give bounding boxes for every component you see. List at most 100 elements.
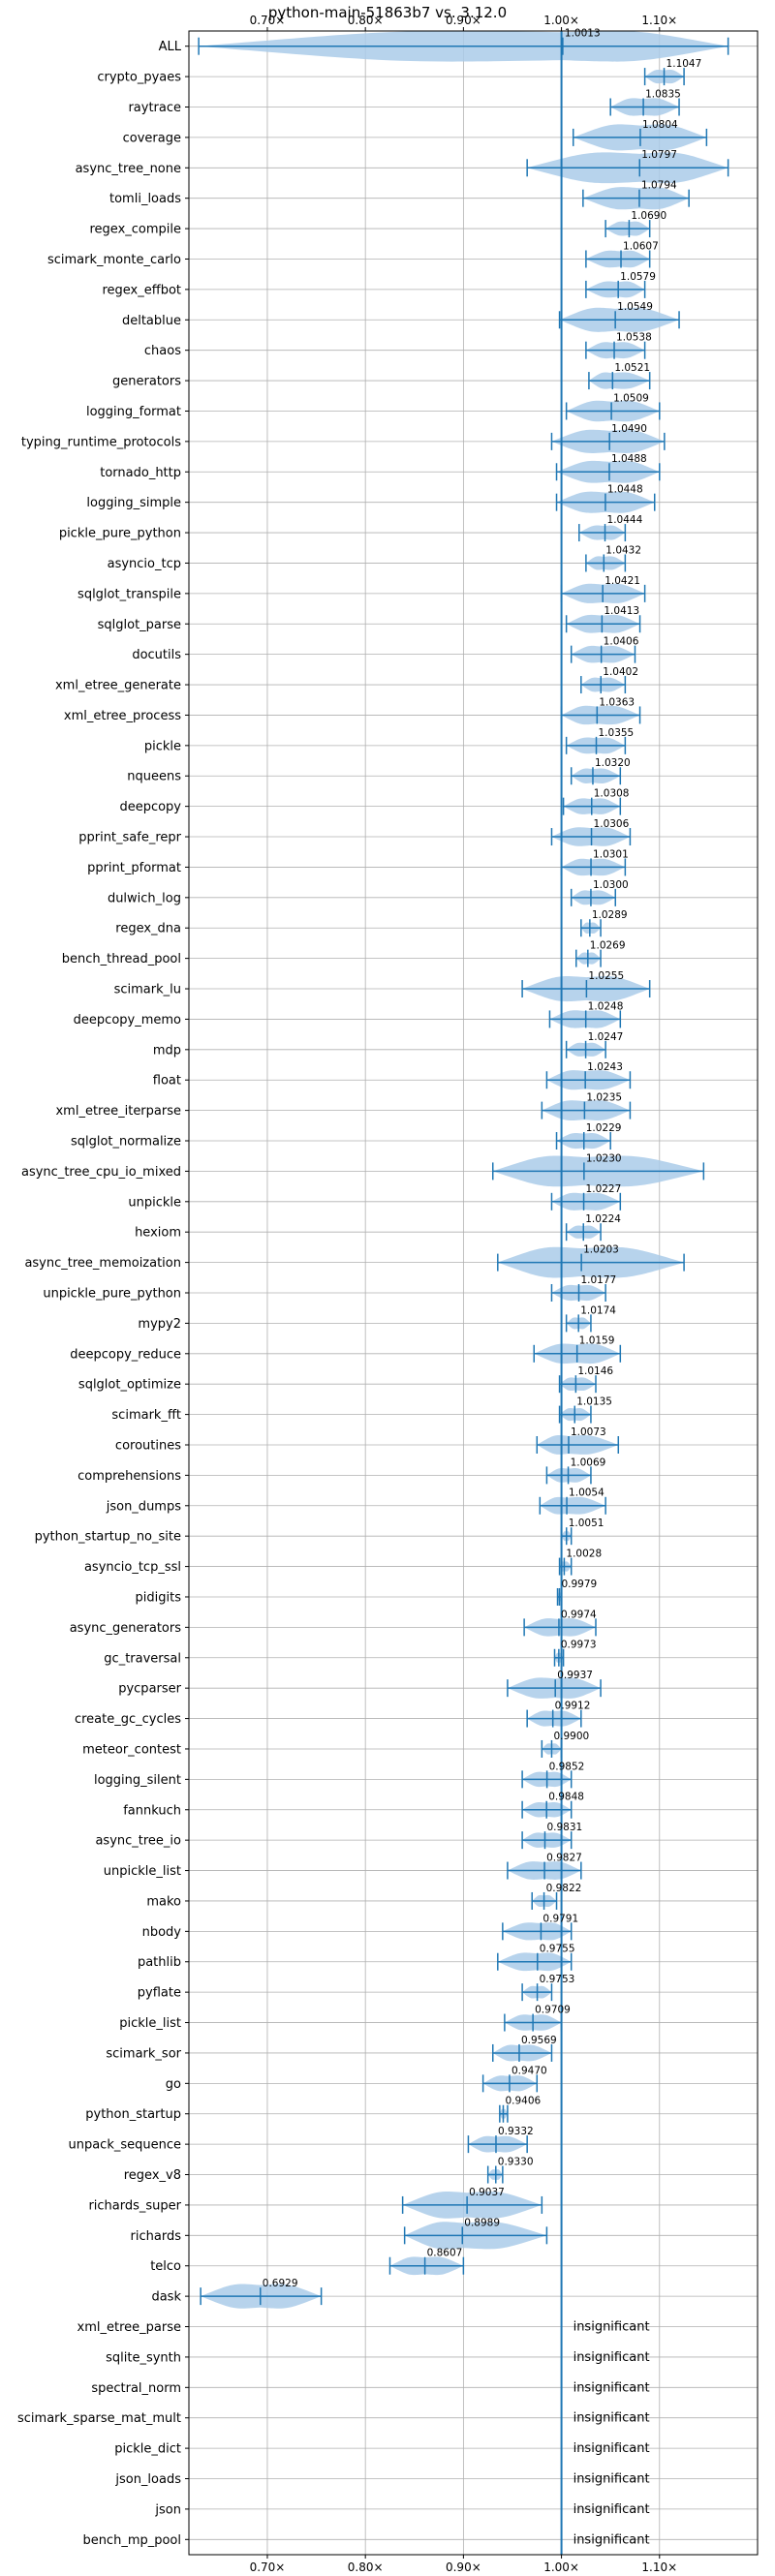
y-tick-label: python_startup_no_site xyxy=(35,1530,181,1545)
value-label: 1.0159 xyxy=(579,1335,615,1347)
value-label: 1.0203 xyxy=(583,1244,619,1256)
value-label: 1.0243 xyxy=(587,1061,623,1073)
value-label: 0.9827 xyxy=(546,1853,582,1864)
y-tick-label: unpickle xyxy=(128,1195,181,1210)
value-labels: 1.0013 1.1047 1.0835 1.0804 1.0797 1.0794 1.06… xyxy=(263,28,702,2548)
y-tick-label: scimark_fft xyxy=(111,1408,181,1423)
y-tick-label: unpack_sequence xyxy=(68,2138,181,2153)
value-label: 0.9332 xyxy=(498,2126,534,2137)
y-tick-label: unpickle_list xyxy=(104,1864,181,1879)
y-tick-label: crypto_pyaes xyxy=(97,71,181,85)
value-label: 1.1047 xyxy=(666,58,702,70)
insignificant-label: insignificant xyxy=(574,2320,650,2335)
y-tick-label: async_generators xyxy=(70,1621,182,1636)
y-tick-label: xml_etree_parse xyxy=(78,2320,181,2335)
y-tick-label: tomli_loads xyxy=(109,192,181,206)
value-label: 1.0069 xyxy=(571,1457,606,1468)
y-tick-label: mdp xyxy=(153,1043,181,1058)
value-label: 1.0607 xyxy=(623,240,659,252)
y-tick-label: pyflate xyxy=(138,1986,181,2001)
y-tick-label: pickle_dict xyxy=(114,2442,181,2457)
value-label: 1.0300 xyxy=(593,879,629,891)
x-tick-label-top: 0.70× xyxy=(250,14,286,27)
value-label: 0.9979 xyxy=(561,1579,597,1590)
y-tick-label: pathlib xyxy=(138,1955,181,1970)
y-tick-label: go xyxy=(166,2077,181,2092)
value-label: 1.0301 xyxy=(593,848,629,860)
x-tick-label-top: 0.80× xyxy=(348,14,384,27)
y-tick-label: float xyxy=(153,1074,181,1089)
y-tick-label: hexiom xyxy=(135,1226,181,1241)
insignificant-label: insignificant xyxy=(574,2441,650,2456)
value-label: 0.6929 xyxy=(263,2278,298,2289)
chart-title: python-main-51863b7 vs. 3.12.0 xyxy=(268,4,507,21)
y-tick-label: json xyxy=(154,2502,181,2517)
value-label: 1.0306 xyxy=(594,818,630,830)
y-tick-label: tornado_http xyxy=(100,466,181,480)
y-tick-label: pickle xyxy=(144,739,181,753)
value-label: 1.0224 xyxy=(585,1213,621,1225)
y-tick-label: fannkuch xyxy=(123,1803,181,1818)
y-tick-label: typing_runtime_protocols xyxy=(21,435,181,449)
value-label: 1.0794 xyxy=(641,180,677,192)
y-tick-label: bench_thread_pool xyxy=(62,952,181,966)
value-label: 1.0235 xyxy=(586,1092,622,1104)
value-label: 0.9822 xyxy=(546,1883,582,1894)
value-label: 0.9848 xyxy=(548,1792,584,1803)
y-tick-label: regex_dna xyxy=(115,922,181,936)
y-tick-label: deepcopy_memo xyxy=(74,1013,181,1027)
value-label: 1.0490 xyxy=(611,423,647,435)
range-bars xyxy=(198,37,729,2306)
y-tick-label: richards xyxy=(131,2229,182,2244)
y-tick-label: async_tree_io xyxy=(95,1834,181,1849)
value-label: 0.9753 xyxy=(540,1974,575,1985)
value-label: 1.0804 xyxy=(642,119,678,131)
y-tick-label: sqlite_synth xyxy=(106,2350,181,2365)
y-tick-label: mypy2 xyxy=(138,1317,181,1332)
x-tick-labels: 0.70× 0.70× 0.80× 0.80× 0.90× 0.90× 1.00× 1.00×… xyxy=(250,14,678,2574)
value-label: 1.0248 xyxy=(588,1000,624,1012)
value-label: 1.0363 xyxy=(599,696,635,708)
y-tick-label: deltablue xyxy=(122,314,181,328)
grid-lines xyxy=(189,31,758,2555)
y-tick-label: json_loads xyxy=(114,2472,181,2487)
plot-frame xyxy=(188,30,759,2556)
y-tick-label: pidigits xyxy=(136,1590,182,1605)
y-tick-label: telco xyxy=(150,2259,181,2274)
y-tick-label: pickle_pure_python xyxy=(59,527,181,541)
value-label: 0.9037 xyxy=(469,2187,505,2198)
value-label: 0.9973 xyxy=(561,1640,597,1651)
y-tick-label: scimark_sor xyxy=(106,2046,181,2061)
value-label: 1.0402 xyxy=(603,666,638,678)
value-label: 1.0227 xyxy=(586,1183,622,1195)
y-tick-label: xml_etree_process xyxy=(64,709,181,723)
value-label: 1.0549 xyxy=(617,301,653,313)
y-tick-labels: ALL crypto_pyaes raytrace coverage async_tre… xyxy=(17,40,189,2548)
value-label: 1.0521 xyxy=(614,362,650,374)
y-tick-label: async_tree_none xyxy=(76,162,181,176)
value-label: 1.0054 xyxy=(569,1487,604,1499)
x-tick-label-bottom: 0.70× xyxy=(250,2561,286,2574)
value-label: 1.0509 xyxy=(613,392,649,404)
x-tick-label-bottom: 0.80× xyxy=(348,2561,384,2574)
y-tick-label: raytrace xyxy=(128,101,181,115)
y-tick-label: deepcopy_reduce xyxy=(70,1347,181,1362)
y-tick-label: asyncio_tcp_ssl xyxy=(84,1560,181,1575)
value-label: 0.8607 xyxy=(427,2248,463,2259)
value-label: 1.0255 xyxy=(588,970,624,982)
value-label: 0.9791 xyxy=(542,1913,578,1924)
y-tick-label: chaos xyxy=(144,344,181,358)
y-tick-label: deepcopy xyxy=(119,800,181,814)
y-tick-label: dulwich_log xyxy=(108,891,181,905)
y-tick-label: mako xyxy=(146,1894,181,1909)
insignificant-label: insignificant xyxy=(574,2350,650,2365)
value-label: 0.9937 xyxy=(557,1670,593,1681)
y-tick-label: regex_v8 xyxy=(124,2168,181,2183)
y-tick-label: spectral_norm xyxy=(91,2381,181,2396)
y-tick-label: docutils xyxy=(132,648,181,662)
insignificant-label: insignificant xyxy=(574,2532,650,2547)
value-label: 1.0289 xyxy=(592,909,628,921)
y-tick-label: asyncio_tcp xyxy=(108,557,181,571)
y-tick-label: xml_etree_generate xyxy=(55,679,181,693)
